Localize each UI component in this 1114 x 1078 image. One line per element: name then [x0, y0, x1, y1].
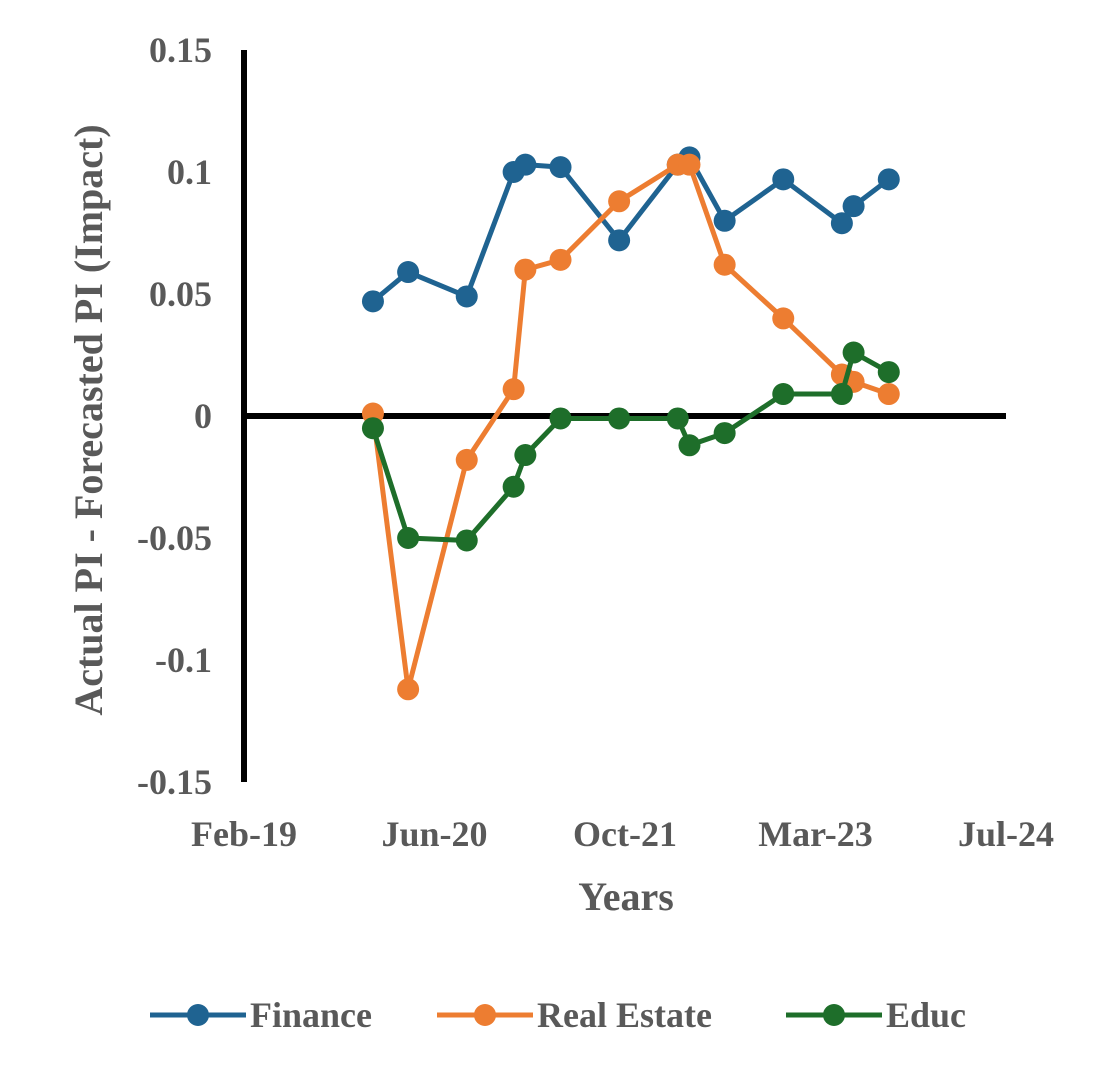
series-group: [361, 146, 900, 701]
data-point-real-estate: [397, 678, 420, 701]
data-point-real-estate: [772, 307, 795, 330]
data-point-finance: [361, 290, 384, 313]
x-axis-tick-labels: Feb-19 Jun-20 Oct-21 Mar-23 Jul-24: [191, 814, 1054, 854]
data-point-educ: [397, 527, 420, 549]
data-point-educ: [608, 407, 631, 430]
data-point-educ: [842, 341, 865, 364]
y-tick-label: -0.15: [137, 762, 212, 802]
data-point-finance: [877, 168, 900, 191]
y-axis-tick-labels: 0.15 0.1 0.05 0 -0.05 -0.1 -0.15: [137, 30, 212, 802]
data-point-finance: [397, 261, 420, 284]
data-point-finance: [549, 156, 572, 179]
data-point-finance: [842, 195, 865, 218]
data-point-finance: [608, 229, 631, 252]
x-tick-label: Mar-23: [758, 814, 873, 854]
data-point-educ: [514, 444, 537, 467]
data-point-finance: [455, 285, 478, 308]
data-point-real-estate: [502, 378, 525, 401]
data-point-real-estate: [678, 153, 701, 176]
data-point-finance: [772, 168, 795, 191]
data-point-real-estate: [877, 383, 900, 406]
data-point-educ: [830, 383, 853, 406]
y-tick-label: 0: [194, 396, 212, 436]
y-tick-label: 0.1: [167, 152, 212, 192]
series-line-educ: [370, 350, 890, 543]
data-point-finance: [830, 212, 853, 235]
x-tick-label: Jun-20: [381, 814, 487, 854]
y-tick-label: 0.05: [149, 274, 212, 314]
data-point-finance: [713, 209, 736, 232]
data-point-educ: [455, 529, 478, 552]
legend-marker-educ: [823, 1004, 845, 1026]
y-tick-label: 0.15: [149, 30, 212, 70]
data-point-real-estate: [713, 253, 736, 276]
series-line-finance: [371, 154, 891, 304]
legend: Finance Real Estate Educ: [150, 995, 966, 1035]
legend-label-finance: Finance: [250, 995, 372, 1035]
data-point-real-estate: [549, 248, 572, 271]
data-point-educ: [877, 361, 900, 384]
data-point-educ: [502, 475, 525, 498]
data-point-educ: [678, 434, 701, 457]
data-point-real-estate: [455, 448, 478, 471]
data-point-finance: [514, 153, 537, 176]
legend-marker-finance: [187, 1004, 209, 1026]
x-tick-label: Feb-19: [191, 814, 297, 854]
data-point-educ: [549, 407, 572, 430]
data-point-real-estate: [514, 258, 537, 281]
data-point-real-estate: [608, 190, 631, 213]
data-point-educ: [361, 417, 384, 440]
x-tick-label: Jul-24: [958, 814, 1054, 854]
series-line-real-estate: [370, 162, 890, 692]
y-tick-label: -0.1: [155, 640, 212, 680]
y-tick-label: -0.05: [137, 518, 212, 558]
data-point-educ: [666, 407, 689, 430]
data-point-educ: [772, 383, 795, 406]
legend-marker-real-estate: [474, 1004, 496, 1026]
legend-label-educ: Educ: [886, 995, 966, 1035]
legend-label-real-estate: Real Estate: [537, 995, 712, 1035]
y-axis-title: Actual PI - Forecasted PI (Impact): [66, 124, 111, 715]
x-tick-label: Oct-21: [573, 814, 677, 854]
data-point-educ: [713, 422, 736, 445]
x-axis-title: Years: [578, 874, 674, 919]
